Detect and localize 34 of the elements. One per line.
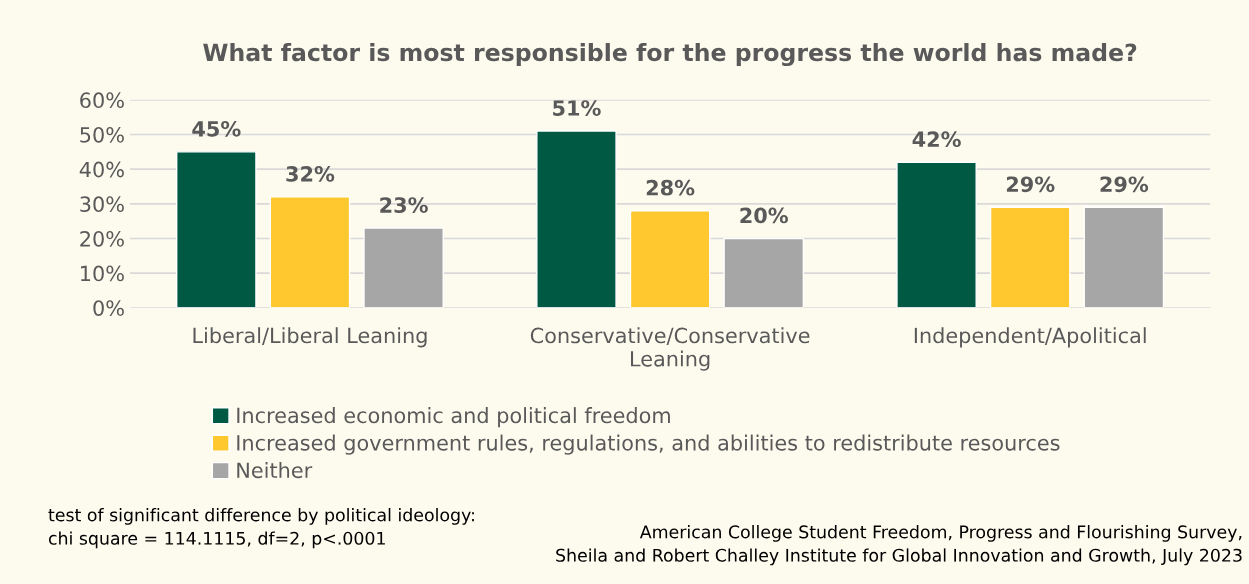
text: 20% xyxy=(740,207,788,224)
bar xyxy=(536,130,617,308)
x-tick-label: Conservative/Conservative Leaning xyxy=(530,327,810,371)
bar xyxy=(269,196,351,308)
bar xyxy=(989,206,1071,308)
text: American College Student Freedom, Progress and Flourishing Survey, Sheila and Robert Challey Institute for Global Innovation and Growth, July 2023 xyxy=(556,525,1242,566)
bar xyxy=(363,227,444,308)
chart-title: What factor is most responsible for the progress the world has made? xyxy=(203,43,1137,67)
text: 51% xyxy=(553,100,601,116)
text: test of significant difference by political ideology: chi square = 114.1115, df=2, p<.0001 xyxy=(48,508,474,549)
legend-label: Increased economic and political freedom xyxy=(237,407,670,428)
y-tick-label: 20% xyxy=(80,230,124,247)
y-tick-label: 40% xyxy=(79,161,124,178)
text: 42% xyxy=(912,131,961,148)
text: 32% xyxy=(286,165,335,182)
text: 28% xyxy=(646,179,695,196)
y-tick-label: 60% xyxy=(80,92,124,109)
x-tick-label: Liberal/Liberal Leaning xyxy=(193,327,427,348)
bar xyxy=(723,237,805,308)
y-tick-label: 0% xyxy=(93,300,124,316)
bar xyxy=(629,210,711,308)
bar xyxy=(176,151,257,308)
legend-label: Increased government rules, regulations, and abilities to redistribute resources xyxy=(237,434,1060,455)
y-tick-label: 50% xyxy=(80,126,124,143)
bar xyxy=(1083,206,1165,308)
y-tick-label: 30% xyxy=(80,196,124,213)
text: 45% xyxy=(192,120,241,137)
text: 29% xyxy=(1006,176,1055,193)
y-tick-label: 10% xyxy=(81,265,124,282)
text: 29% xyxy=(1100,176,1149,193)
text: 23% xyxy=(380,197,428,213)
bar xyxy=(896,161,977,308)
x-tick-label: Independent/Apolitical xyxy=(914,327,1146,348)
legend-label: Neither xyxy=(237,462,313,479)
